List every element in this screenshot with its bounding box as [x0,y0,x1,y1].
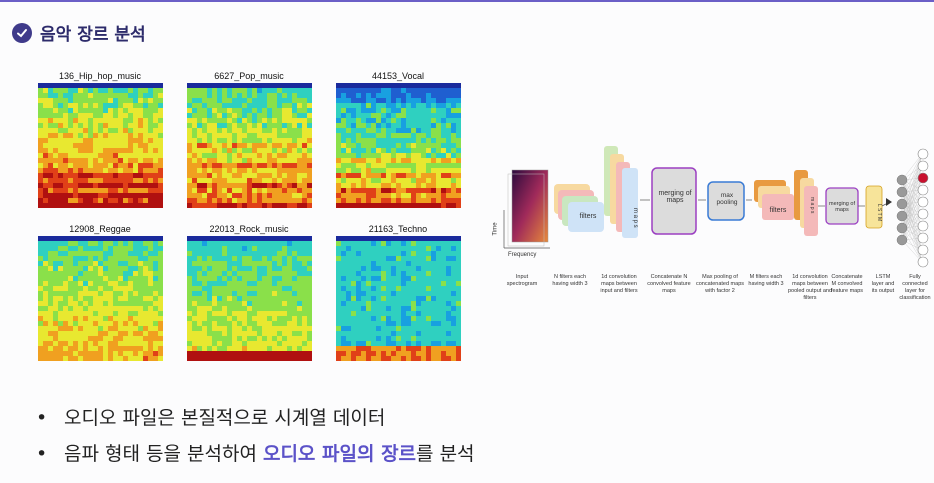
filters-label-1: filters [579,213,597,220]
architecture-caption: Concatenate M convolved feature maps [830,274,864,294]
maps-stack-2 [794,170,818,236]
bullet-text-2-pre: 음파 형태 등을 분석하여 [64,443,263,465]
filters-label-2: filters [769,207,787,214]
spectrogram-vocal [336,83,461,208]
input-spectrogram-block [503,169,550,249]
maps-label-1: m a p s [632,208,638,228]
architecture-caption: M filters each having width 3 [748,274,784,287]
bullet-item-2: • 음파 형태 등을 분석하여 오디오 파일의 장르를 분석 [36,436,475,472]
bullet-highlight: 오디오 파일의 장르 [262,443,417,465]
bullet-text-1: 오디오 파일은 본질적으로 시계열 데이터 [64,407,386,429]
architecture-caption: N filters each having width 3 [552,274,588,287]
max-pooling-block [707,181,745,221]
lstm-label: L S T M [876,204,882,222]
spectrogram-label: 136_Hip_hop_music [58,71,142,81]
spectrogram-rock [187,236,312,361]
spectrogram-hiphop [38,83,163,208]
filters-stack-2 [754,180,794,220]
title-text: 음악 장르 분석 [40,25,146,45]
check-circle-icon [12,22,32,43]
architecture-caption: Fully connected layer for classification [899,274,931,301]
axis-time-label: Time [492,222,499,236]
maxpool-label: max pooling [716,192,738,206]
cnn-lstm-architecture-diagram [503,146,929,268]
architecture-caption: Max pooling of concatenated maps with fa… [696,274,745,294]
bullet-list: • 오디오 파일은 본질적으로 시계열 데이터 • 음파 형태 등을 분석하여 … [36,400,475,472]
slide-title: 음악 장르 분석 [12,20,146,45]
maps-stack-1 [604,146,638,238]
spectrogram-label: 21163_Techno [368,224,428,234]
bullet-text-2-post: 를 분석 [416,443,475,465]
spectrogram-pop [187,83,312,208]
architecture-caption: Concatenate N convolved feature maps [647,274,691,294]
bullet-dot-icon: • [36,407,48,429]
merging-label-1: merging of maps [658,190,692,204]
spectrogram-label: 44153_Vocal [371,71,425,81]
lstm-block [865,185,883,229]
merging-block-1 [651,167,697,235]
spectrogram-techno [336,236,461,361]
bullet-dot-icon: • [36,443,48,465]
architecture-caption: 1d convolution maps between input and fi… [600,274,638,294]
maps-label-2: m a p s [809,196,815,214]
top-accent-line [0,0,934,2]
bullet-item-1: • 오디오 파일은 본질적으로 시계열 데이터 [36,400,475,436]
spectrogram-label: 6627_Pop_music [214,71,284,81]
fully-connected-layer [896,148,929,268]
spectrogram-label: 22013_Rock_music [209,224,289,234]
architecture-caption: LSTM layer and its output [871,274,895,294]
architecture-caption: 1d convolution maps between pooled outpu… [787,274,833,301]
filters-stack-1 [554,184,604,232]
axis-frequency-label: Frequency [508,252,537,258]
architecture-caption: Input spectrogram [506,274,538,287]
merging-label-2: merging of maps [829,201,855,213]
spectrogram-reggae [38,236,163,361]
spectrogram-label: 12908_Reggae [69,224,131,234]
